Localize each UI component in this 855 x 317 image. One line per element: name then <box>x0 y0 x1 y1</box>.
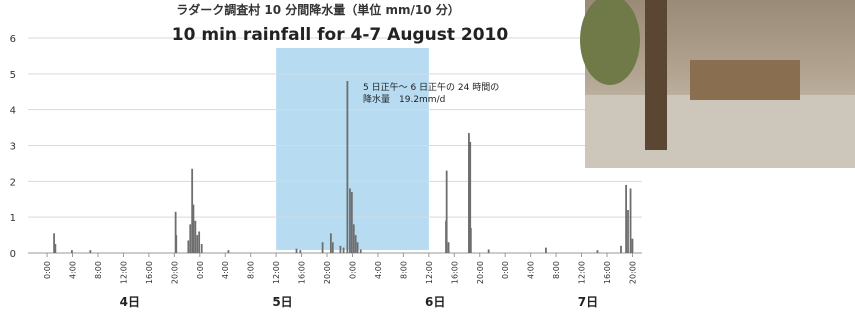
bar <box>194 221 196 253</box>
x-tick-label: 0:00 <box>196 261 205 279</box>
bar <box>360 249 362 253</box>
bar <box>632 239 634 253</box>
bar <box>332 242 334 253</box>
bar <box>355 235 357 253</box>
plot-background <box>28 38 642 253</box>
annotation: 降水量 19.2mm/d <box>363 93 445 105</box>
x-tick-label: 16:00 <box>450 261 459 284</box>
chart-subtitle: 10 min rainfall for 4-7 August 2010 <box>172 25 509 45</box>
photo-tree <box>645 0 667 150</box>
x-tick-label: 16:00 <box>145 261 154 284</box>
x-tick-label: 4:00 <box>374 261 383 279</box>
photo-rocks <box>585 95 855 168</box>
bar <box>330 233 332 253</box>
day-label: 6日 <box>425 295 445 309</box>
bar <box>545 248 547 253</box>
chart-title: ラダーク調査村 10 分間降水量（単位 mm/10 分） <box>176 2 460 17</box>
y-tick-label: 3 <box>10 142 16 153</box>
bar <box>351 192 353 253</box>
bar <box>470 228 472 253</box>
x-tick-label: 20:00 <box>323 261 332 284</box>
bar <box>187 240 189 253</box>
y-tick-label: 6 <box>10 34 16 45</box>
x-tick-label: 20:00 <box>628 261 637 284</box>
x-tick-label: 8:00 <box>247 261 256 279</box>
y-tick-label: 4 <box>10 106 16 117</box>
bar <box>175 235 177 253</box>
y-tick-label: 0 <box>10 249 16 260</box>
y-tick-label: 5 <box>10 70 16 81</box>
annotation: 5 日正午〜 6 日正午の 24 時間の <box>363 81 499 93</box>
x-tick-label: 8:00 <box>94 261 103 279</box>
x-tick-label: 0:00 <box>501 261 510 279</box>
y-tick-label: 1 <box>10 213 16 224</box>
bar <box>349 189 351 254</box>
x-tick-label: 16:00 <box>603 261 612 284</box>
x-tick-label: 8:00 <box>399 261 408 279</box>
y-tick-label: 2 <box>10 177 16 188</box>
bar <box>322 242 324 253</box>
x-tick-label: 12:00 <box>272 261 281 284</box>
x-tick-label: 4:00 <box>69 261 78 279</box>
bar <box>630 189 632 254</box>
bar <box>446 171 448 253</box>
x-tick-label: 12:00 <box>425 261 434 284</box>
bar <box>296 249 298 253</box>
bar <box>357 242 359 253</box>
bar <box>71 250 73 253</box>
bar <box>193 205 195 253</box>
bar <box>201 244 203 253</box>
photo <box>580 0 855 168</box>
x-tick-label: 4:00 <box>221 261 230 279</box>
bar <box>488 249 490 253</box>
bar <box>198 232 200 254</box>
x-tick-label: 20:00 <box>170 261 179 284</box>
x-tick-label: 8:00 <box>552 261 561 279</box>
bar <box>620 246 622 253</box>
bar <box>228 250 230 253</box>
bar <box>299 250 301 253</box>
x-tick-label: 12:00 <box>119 261 128 284</box>
x-tick-label: 4:00 <box>527 261 536 279</box>
bar <box>353 224 355 253</box>
day-label: 5日 <box>272 295 292 309</box>
bar <box>448 242 450 253</box>
bar <box>189 224 191 253</box>
x-tick-label: 0:00 <box>348 261 357 279</box>
x-tick-label: 0:00 <box>43 261 52 279</box>
bar <box>625 185 627 253</box>
bar <box>340 246 342 253</box>
day-label: 4日 <box>120 295 140 309</box>
x-tick-label: 12:00 <box>578 261 587 284</box>
x-tick-label: 20:00 <box>476 261 485 284</box>
photo-wall <box>690 60 800 100</box>
bar <box>89 250 91 253</box>
chart: ラダーク調査村 10 分間降水量（単位 mm/10 分） 10 min rain… <box>0 0 855 313</box>
bar <box>196 235 198 253</box>
bar <box>347 81 349 253</box>
x-tick-label: 16:00 <box>298 261 307 284</box>
day-label: 7日 <box>578 295 598 309</box>
bar <box>597 250 599 253</box>
bar <box>343 248 345 253</box>
bar <box>627 210 629 253</box>
bar <box>54 244 56 253</box>
